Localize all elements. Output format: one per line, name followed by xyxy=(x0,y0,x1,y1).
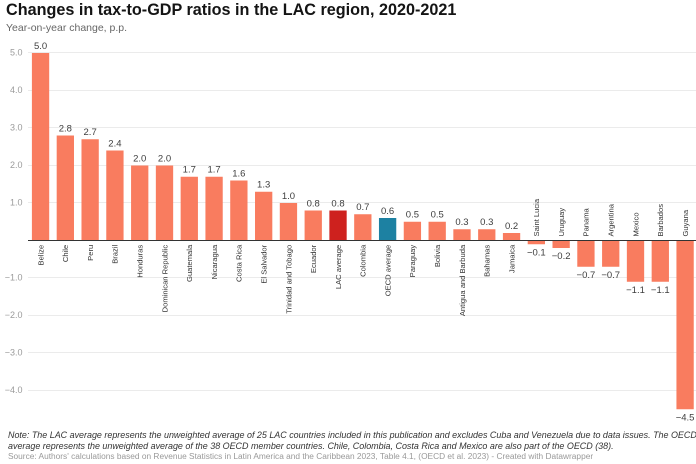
svg-text:0.5: 0.5 xyxy=(431,210,444,221)
svg-text:−4.5: −4.5 xyxy=(676,412,695,423)
svg-text:−1.0: −1.0 xyxy=(5,273,23,283)
svg-text:5.0: 5.0 xyxy=(34,41,47,52)
svg-text:0.8: 0.8 xyxy=(307,198,320,209)
svg-text:Bahamas: Bahamas xyxy=(483,245,492,277)
svg-text:Chile: Chile xyxy=(61,245,70,262)
svg-text:Paraguay: Paraguay xyxy=(408,245,417,278)
svg-text:Ecuador: Ecuador xyxy=(309,244,318,273)
svg-text:Bolivia: Bolivia xyxy=(433,244,442,267)
svg-text:−0.7: −0.7 xyxy=(601,270,620,281)
svg-text:−4.0: −4.0 xyxy=(5,385,23,395)
svg-text:1.0: 1.0 xyxy=(282,191,295,202)
svg-text:Belize: Belize xyxy=(36,245,45,266)
svg-text:Antigua and Barbuda: Antigua and Barbuda xyxy=(458,244,467,316)
svg-text:−2.0: −2.0 xyxy=(5,310,23,320)
svg-text:3.0: 3.0 xyxy=(10,123,23,133)
svg-text:Saint Lucia: Saint Lucia xyxy=(532,198,541,236)
svg-text:0.7: 0.7 xyxy=(356,202,369,213)
svg-text:2.0: 2.0 xyxy=(10,160,23,170)
svg-text:−1.1: −1.1 xyxy=(651,285,670,296)
svg-text:Guatemala: Guatemala xyxy=(185,244,194,282)
svg-text:2.7: 2.7 xyxy=(84,127,97,138)
svg-text:2.4: 2.4 xyxy=(108,138,121,149)
svg-text:1.7: 1.7 xyxy=(207,165,220,176)
svg-text:Panama: Panama xyxy=(582,207,591,236)
svg-text:Barbados: Barbados xyxy=(656,204,665,237)
svg-text:Trinidad and Tobago: Trinidad and Tobago xyxy=(284,245,293,314)
svg-text:Colombia: Colombia xyxy=(359,244,368,277)
svg-text:OECD average: OECD average xyxy=(383,245,392,296)
svg-text:0.3: 0.3 xyxy=(480,217,493,228)
svg-text:Peru: Peru xyxy=(86,245,95,261)
svg-text:Brazil: Brazil xyxy=(111,244,120,263)
svg-text:0.8: 0.8 xyxy=(331,198,344,209)
svg-text:1.0: 1.0 xyxy=(10,198,23,208)
svg-text:2.0: 2.0 xyxy=(133,153,146,164)
svg-text:−0.1: −0.1 xyxy=(527,247,546,258)
svg-text:4.0: 4.0 xyxy=(10,85,23,95)
svg-text:1.7: 1.7 xyxy=(183,165,196,176)
svg-text:−3.0: −3.0 xyxy=(5,348,23,358)
svg-text:Honduras: Honduras xyxy=(136,245,145,278)
svg-text:−0.2: −0.2 xyxy=(552,251,571,262)
svg-text:Nicaragua: Nicaragua xyxy=(210,244,219,279)
svg-text:LAC average: LAC average xyxy=(334,245,343,289)
svg-text:0.5: 0.5 xyxy=(406,210,419,221)
svg-text:Costa Rica: Costa Rica xyxy=(235,244,244,282)
svg-text:2.0: 2.0 xyxy=(158,153,171,164)
svg-text:5.0: 5.0 xyxy=(10,48,23,58)
svg-text:Guyana: Guyana xyxy=(681,209,690,236)
svg-text:0.3: 0.3 xyxy=(455,217,468,228)
svg-text:2.8: 2.8 xyxy=(59,123,72,134)
svg-text:0.2: 0.2 xyxy=(505,221,518,232)
svg-text:Uruguay: Uruguay xyxy=(557,208,566,237)
svg-text:−0.7: −0.7 xyxy=(577,270,596,281)
svg-text:Dominican Republic: Dominican Republic xyxy=(160,245,169,313)
svg-text:−1.1: −1.1 xyxy=(626,285,645,296)
svg-text:1.3: 1.3 xyxy=(257,180,270,191)
svg-text:1.6: 1.6 xyxy=(232,168,245,179)
svg-text:El Salvador: El Salvador xyxy=(259,244,268,283)
svg-text:0.6: 0.6 xyxy=(381,206,394,217)
svg-text:Argentina: Argentina xyxy=(607,203,616,236)
svg-text:Mexico: Mexico xyxy=(631,212,640,236)
svg-text:Jamaica: Jamaica xyxy=(507,244,516,273)
